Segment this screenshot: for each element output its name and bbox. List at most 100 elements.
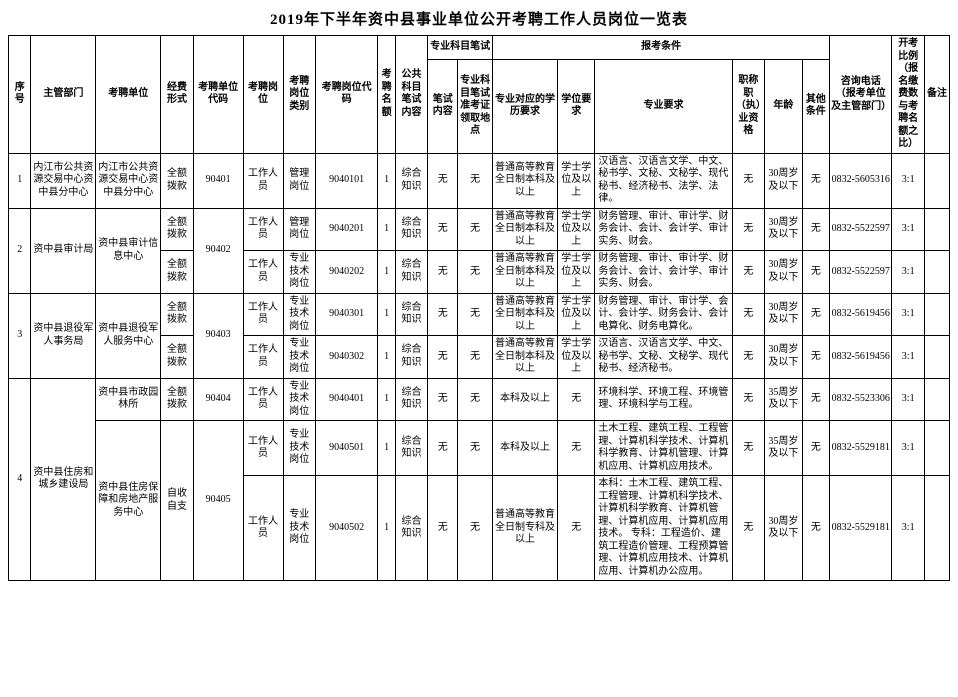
cell-age: 30周岁及以下: [765, 293, 802, 336]
cell-pcat: 管理岗位: [283, 153, 315, 208]
cell-pub: 综合知识: [395, 293, 427, 336]
cell-age: 30周岁及以下: [765, 476, 802, 581]
h-major: 专业要求: [595, 60, 732, 153]
cell-ratio: 3:1: [892, 208, 924, 251]
cell-major: 本科：土木工程、建筑工程、工程管理、计算机科学技术、计算机科学教育、计算机管理、…: [595, 476, 732, 581]
cell-seq: 3: [9, 293, 31, 378]
cell-phone: 0832-5529181: [830, 476, 892, 581]
cell-edreq: 普通高等教育全日制本科及以上: [493, 251, 558, 294]
h-phone: 咨询电话（报考单位及主管部门）: [830, 36, 892, 154]
cell-cnt: 1: [378, 208, 395, 251]
cell-seq: 2: [9, 208, 31, 293]
cell-pub: 综合知识: [395, 476, 427, 581]
h-pub: 公共科目笔试内容: [395, 36, 427, 154]
cell-dept: 资中县退役军人事务局: [31, 293, 96, 378]
cell-deg: 学士学位及以上: [558, 293, 595, 336]
cell-other: 无: [802, 293, 830, 336]
cell-exam2: 无: [458, 153, 493, 208]
cell-unit: 资中县审计信息中心: [96, 208, 161, 293]
cell-exam2: 无: [458, 293, 493, 336]
cell-major: 财务管理、审计、审计学、财务会计、会计、会计学、审计实务、财会。: [595, 251, 732, 294]
cell-ratio: 3:1: [892, 378, 924, 421]
table-row: 4 资中县住房和城乡建设局 资中县市政园林所 全额拨款 90404 工作人员 专…: [9, 378, 950, 421]
cell-major: 财务管理、审计、审计学、财务会计、会计、会计学、审计实务、财会。: [595, 208, 732, 251]
cell-edreq: 普通高等教育全日制本科及以上: [493, 153, 558, 208]
cell-pos: 工作人员: [243, 293, 283, 336]
cell-other: 无: [802, 208, 830, 251]
cell-other: 无: [802, 476, 830, 581]
h-fund: 经费形式: [161, 36, 193, 154]
cell-exam1: 无: [428, 153, 458, 208]
cell-title: 无: [732, 293, 764, 336]
h-dept: 主管部门: [31, 36, 96, 154]
cell-pcat: 专业技术岗位: [283, 293, 315, 336]
cell-phone: 0832-5522597: [830, 251, 892, 294]
cell-ratio: 3:1: [892, 421, 924, 476]
cell-cnt: 1: [378, 293, 395, 336]
cell-cnt: 1: [378, 336, 395, 379]
cell-pcat: 管理岗位: [283, 208, 315, 251]
cell-pcode: 9040201: [315, 208, 377, 251]
cell-pub: 综合知识: [395, 378, 427, 421]
table-row: 资中县住房保障和房地产服务中心 自收自支 90405 工作人员 专业技术岗位 9…: [9, 421, 950, 476]
cell-major: 财务管理、审计、审计学、会计、会计学、财务会计、会计电算化、财务电算化。: [595, 293, 732, 336]
cell-title: 无: [732, 208, 764, 251]
cell-phone: 0832-5523306: [830, 378, 892, 421]
h-title: 职称职（执）业资格: [732, 60, 764, 153]
cell-title: 无: [732, 336, 764, 379]
cell-dept: 内江市公共资源交易中心资中县分中心: [31, 153, 96, 208]
cell-pcat: 专业技术岗位: [283, 378, 315, 421]
cell-edreq: 本科及以上: [493, 421, 558, 476]
cell-other: 无: [802, 153, 830, 208]
cell-pub: 综合知识: [395, 336, 427, 379]
cell-major: 土木工程、建筑工程、工程管理、计算机科学技术、计算机科学教育、计算机管理、计算机…: [595, 421, 732, 476]
page-title: 2019年下半年资中县事业单位公开考聘工作人员岗位一览表: [8, 8, 950, 29]
cell-unit: 内江市公共资源交易中心资中县分中心: [96, 153, 161, 208]
cell-ucode: 90404: [193, 378, 243, 421]
cell-exam2: 无: [458, 421, 493, 476]
cell-pcode: 9040301: [315, 293, 377, 336]
h-deg: 学位要求: [558, 60, 595, 153]
cell-cnt: 1: [378, 251, 395, 294]
cell-phone: 0832-5529181: [830, 421, 892, 476]
cell-fund: 自收自支: [161, 421, 193, 581]
cell-age: 35周岁及以下: [765, 421, 802, 476]
cell-rem: [924, 336, 949, 379]
cell-ratio: 3:1: [892, 476, 924, 581]
cell-other: 无: [802, 378, 830, 421]
cell-pos: 工作人员: [243, 421, 283, 476]
cell-exam2: 无: [458, 476, 493, 581]
cell-edreq: 普通高等教育全日制本科及以上: [493, 336, 558, 379]
cell-pos: 工作人员: [243, 251, 283, 294]
cell-seq: 1: [9, 153, 31, 208]
h-pcode: 考聘岗位代码: [315, 36, 377, 154]
cell-major: 环境科学、环境工程、环境管理、环境科学与工程。: [595, 378, 732, 421]
jobs-table: 序号 主管部门 考聘单位 经费形式 考聘单位代码 考聘岗位 考聘岗位类别 考聘岗…: [8, 35, 950, 581]
cell-pos: 工作人员: [243, 476, 283, 581]
h-exam2: 专业科目笔试准考证领取地点: [458, 60, 493, 153]
cell-age: 30周岁及以下: [765, 336, 802, 379]
cell-ratio: 3:1: [892, 251, 924, 294]
cell-unit: 资中县市政园林所: [96, 378, 161, 421]
cell-rem: [924, 251, 949, 294]
cell-fund: 全额拨款: [161, 336, 193, 379]
cell-title: 无: [732, 251, 764, 294]
cell-age: 30周岁及以下: [765, 208, 802, 251]
cell-pos: 工作人员: [243, 336, 283, 379]
cell-pcat: 专业技术岗位: [283, 476, 315, 581]
cell-edreq: 普通高等教育全日制本科及以上: [493, 208, 558, 251]
cell-title: 无: [732, 476, 764, 581]
table-header: 序号 主管部门 考聘单位 经费形式 考聘单位代码 考聘岗位 考聘岗位类别 考聘岗…: [9, 36, 950, 154]
cell-ratio: 3:1: [892, 293, 924, 336]
cell-exam2: 无: [458, 336, 493, 379]
cell-deg: 学士学位及以上: [558, 208, 595, 251]
cell-dept: 资中县审计局: [31, 208, 96, 293]
cell-pcat: 专业技术岗位: [283, 251, 315, 294]
cell-pcode: 9040202: [315, 251, 377, 294]
h-pos: 考聘岗位: [243, 36, 283, 154]
h-cnt: 考聘名额: [378, 36, 395, 154]
cell-other: 无: [802, 336, 830, 379]
cell-edreq: 本科及以上: [493, 378, 558, 421]
cell-rem: [924, 293, 949, 336]
cell-pcode: 9040502: [315, 476, 377, 581]
